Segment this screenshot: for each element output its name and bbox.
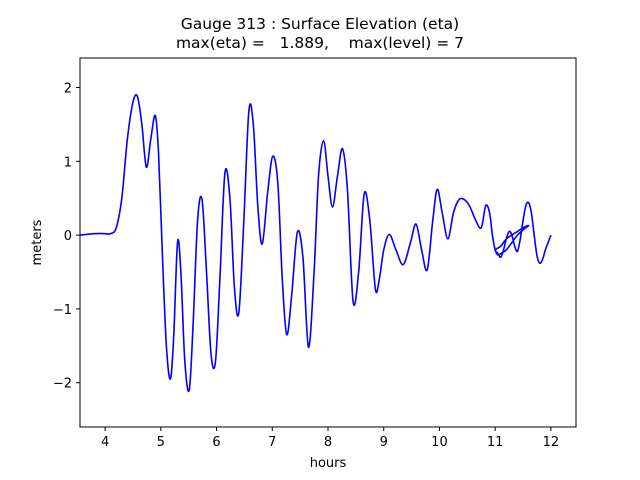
x-axis-ticks: 4 5 6 7 8 9 10 11 12 <box>101 427 559 450</box>
x-tick-label: 5 <box>157 435 165 450</box>
plot-area <box>80 93 552 393</box>
y-tick-label: 2 <box>64 82 72 97</box>
y-tick-label: 1 <box>64 155 72 170</box>
y-tick-label: −2 <box>53 377 72 392</box>
x-tick-label: 7 <box>268 435 276 450</box>
x-tick-label: 9 <box>380 435 388 450</box>
chart-subtitle: max(eta) = 1.889, max(level) = 7 <box>175 34 465 52</box>
x-axis-label: hours <box>310 456 347 471</box>
x-tick-label: 8 <box>324 435 332 450</box>
x-tick-label: 6 <box>212 435 220 450</box>
x-tick-label: 11 <box>487 435 504 450</box>
chart-title: Gauge 313 : Surface Elevation (eta) <box>180 15 460 33</box>
y-tick-label: 0 <box>64 229 72 244</box>
y-axis-label: meters <box>30 219 45 265</box>
y-tick-label: −1 <box>53 303 72 318</box>
x-tick-label: 10 <box>431 435 448 450</box>
axes-frame <box>79 57 577 428</box>
x-tick-label: 12 <box>543 435 560 450</box>
x-tick-label: 4 <box>101 435 109 450</box>
y-axis-ticks: 2 1 0 −1 −2 <box>53 82 80 392</box>
series-line <box>80 93 552 393</box>
